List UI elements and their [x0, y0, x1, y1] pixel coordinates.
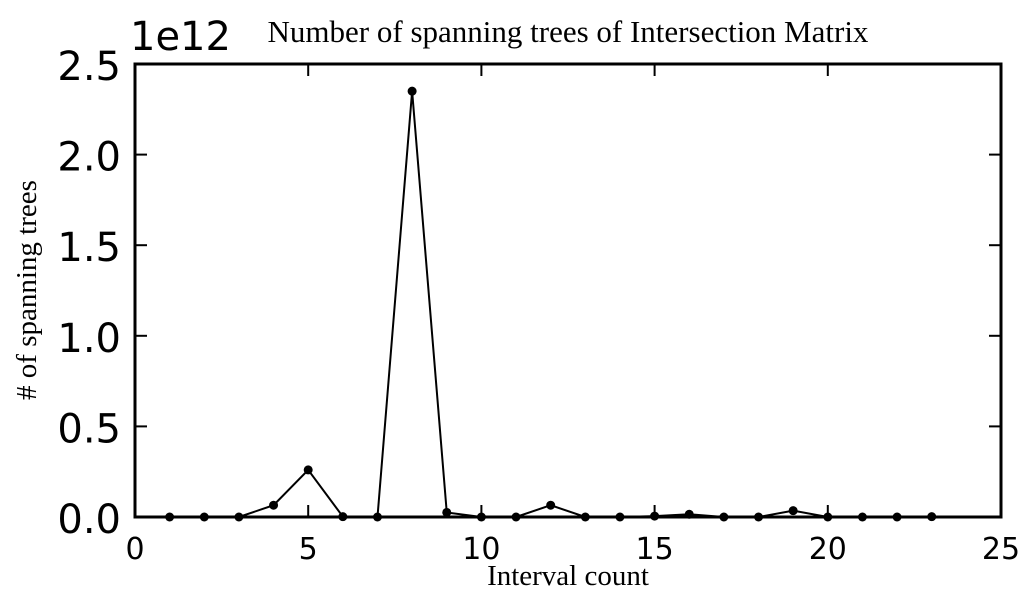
plot-frame [133, 62, 1003, 519]
y-tick-label: 1.0 [57, 316, 121, 362]
chart-title: Number of spanning trees of Intersection… [268, 14, 869, 49]
plot-area [134, 63, 1002, 522]
x-tick-label: 10 [462, 532, 500, 567]
x-tick-label: 0 [125, 532, 144, 567]
y-axis-label: # of spanning trees [11, 180, 43, 400]
x-tick-label: 20 [809, 532, 847, 567]
x-tick-label: 25 [982, 532, 1020, 567]
data-point [788, 506, 798, 516]
series-line [169, 91, 932, 519]
data-point [407, 86, 417, 96]
data-point [303, 465, 313, 475]
x-tick-label: 15 [636, 532, 674, 567]
y-tick-label: 2.5 [57, 44, 121, 90]
data-point [269, 500, 279, 510]
data-point [442, 507, 452, 517]
x-tick-label: 5 [299, 532, 318, 567]
data-point [546, 500, 556, 510]
x-axis-label: Interval count [487, 560, 649, 592]
y-offset-label: 1e12 [130, 14, 231, 60]
y-tick-label: 0.0 [57, 497, 121, 543]
y-tick-label: 1.5 [57, 225, 121, 271]
y-tick-label: 2.0 [57, 135, 121, 181]
y-tick-label: 0.5 [57, 406, 121, 452]
